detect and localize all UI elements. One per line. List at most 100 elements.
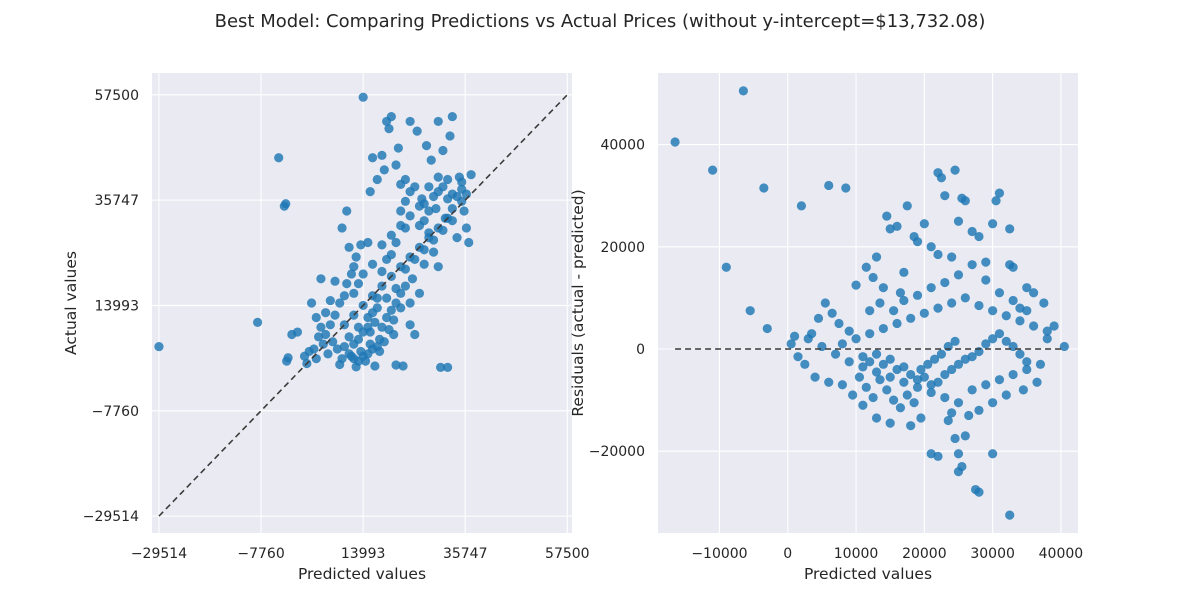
data-point	[813, 313, 824, 323]
data-point	[377, 266, 387, 277]
data-point	[311, 354, 321, 364]
data-point	[398, 361, 408, 371]
data-point	[953, 449, 964, 459]
data-point	[848, 390, 858, 400]
data-point	[382, 293, 392, 303]
data-point	[796, 201, 807, 211]
data-point	[461, 223, 472, 233]
y-tick-label: −29514	[83, 509, 139, 525]
y-tick-label: −20000	[589, 444, 645, 460]
data-point	[356, 240, 366, 250]
data-point	[912, 382, 923, 392]
data-point	[447, 111, 457, 122]
data-point	[844, 357, 854, 367]
data-point	[391, 237, 401, 248]
data-point	[447, 216, 457, 226]
data-point	[929, 354, 940, 364]
data-point	[363, 322, 373, 332]
data-point	[396, 220, 406, 231]
data-point	[988, 398, 998, 408]
data-point	[926, 283, 936, 293]
data-point	[466, 170, 476, 180]
x-tick-label: −10000	[691, 546, 747, 562]
data-point	[1042, 326, 1052, 336]
data-point	[789, 331, 800, 341]
data-point	[407, 274, 418, 284]
data-point	[967, 260, 977, 270]
data-point	[882, 211, 892, 221]
data-point	[1022, 306, 1032, 316]
data-point	[892, 318, 902, 329]
data-point	[1015, 316, 1025, 326]
data-point	[762, 323, 772, 334]
data-point	[367, 308, 378, 318]
data-point	[443, 194, 453, 204]
data-point	[936, 349, 947, 359]
data-point	[820, 298, 830, 308]
data-point	[933, 377, 943, 387]
data-point	[738, 86, 748, 96]
data-point	[419, 259, 429, 269]
data-point	[452, 191, 462, 202]
data-point	[405, 211, 415, 221]
data-point	[372, 293, 382, 303]
data-point	[281, 199, 291, 209]
data-point	[414, 288, 425, 298]
data-point	[793, 352, 803, 362]
data-point	[417, 194, 427, 204]
data-point	[299, 351, 310, 361]
data-point	[323, 349, 333, 359]
data-point	[396, 206, 406, 216]
x-axis-label: Predicted values	[298, 565, 426, 583]
data-point	[950, 165, 960, 175]
data-point	[899, 377, 909, 387]
data-point	[424, 182, 434, 192]
scatter-points	[154, 92, 476, 372]
data-point	[745, 306, 755, 316]
data-point	[988, 449, 998, 459]
data-point	[428, 235, 439, 245]
x-tick-label: −7760	[237, 546, 284, 562]
data-point	[902, 390, 912, 400]
data-point	[865, 329, 875, 339]
x-axis-label: Predicted values	[804, 565, 932, 583]
data-point	[349, 262, 359, 272]
data-point	[379, 337, 389, 347]
data-point	[953, 398, 964, 408]
data-point	[363, 237, 373, 248]
data-point	[916, 364, 926, 375]
data-point	[1005, 224, 1015, 234]
reference-line	[158, 94, 568, 517]
data-point	[335, 298, 345, 308]
data-point	[759, 183, 769, 193]
data-point	[379, 165, 389, 175]
data-point	[875, 375, 885, 385]
data-point	[940, 369, 950, 380]
data-point	[721, 262, 731, 272]
data-point	[358, 269, 368, 279]
data-point	[452, 233, 462, 243]
data-point	[919, 372, 929, 382]
y-tick-label: 20000	[600, 240, 645, 256]
data-point	[1032, 377, 1042, 387]
data-point	[889, 395, 899, 405]
data-point	[964, 410, 974, 421]
data-point	[885, 372, 895, 382]
data-point	[365, 187, 375, 197]
data-point	[1029, 288, 1039, 298]
data-point	[947, 298, 957, 308]
data-point	[786, 339, 796, 349]
data-point	[981, 275, 991, 285]
data-point	[899, 267, 909, 277]
data-point	[981, 380, 991, 390]
data-point	[412, 126, 422, 136]
data-point	[950, 433, 960, 444]
data-point	[1005, 510, 1015, 520]
data-point	[824, 377, 834, 387]
data-point	[1022, 357, 1032, 367]
data-point	[325, 295, 335, 306]
data-point	[861, 262, 871, 272]
data-point	[933, 249, 943, 260]
data-point	[878, 359, 888, 369]
